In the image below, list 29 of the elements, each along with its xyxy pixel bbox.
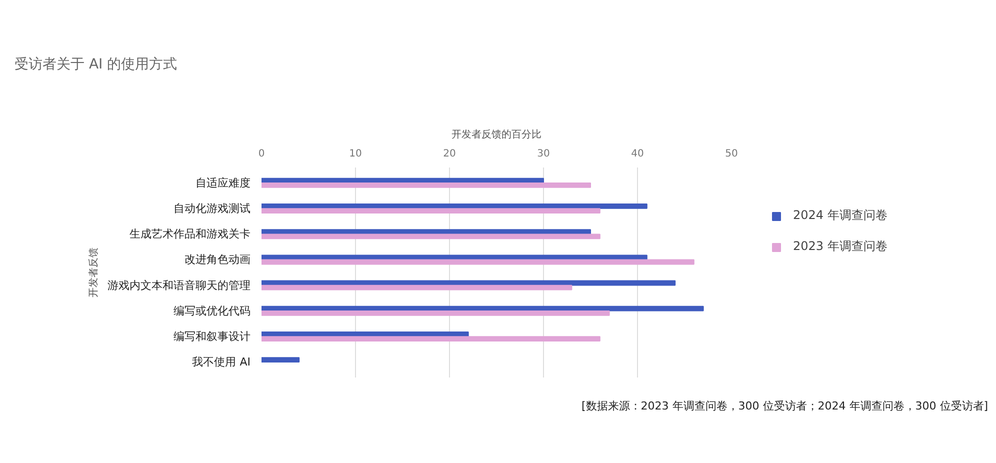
x-axis-title: 开发者反馈的百分比: [452, 128, 542, 140]
y-tick-label: 自动化游戏测试: [174, 202, 250, 215]
bar: [262, 208, 600, 214]
bar: [262, 357, 300, 363]
y-axis-title: 开发者反馈: [88, 248, 100, 298]
x-tick-label: 50: [725, 148, 738, 160]
x-tick-label: 20: [443, 148, 456, 160]
legend-label: 2023 年调查问卷: [793, 238, 888, 255]
y-tick-label: 编写或优化代码: [174, 304, 250, 318]
y-tick-label: 改进角色动画: [184, 253, 250, 266]
text: [数据来源：2023 年调查问卷，300 位受访者；2024 年调查问卷，300 位受访者]: [582, 400, 988, 412]
bar: [262, 234, 600, 240]
x-tick-label: 10: [349, 148, 362, 160]
bar: [262, 310, 610, 316]
x-tick-label: 40: [631, 148, 644, 160]
bar: [262, 182, 591, 188]
y-tick-label: 生成艺术作品和游戏关卡: [130, 228, 250, 241]
bar: [262, 259, 694, 265]
y-tick-label: 自适应难度: [196, 176, 250, 190]
y-tick-label: 我不使用 AI: [192, 356, 250, 369]
legend-label: 2024 年调查问卷: [793, 207, 888, 224]
y-tick-label: 游戏内文本和语音聊天的管理: [108, 278, 250, 292]
bar: [262, 284, 572, 290]
bar: [262, 336, 600, 342]
bar: [262, 254, 648, 260]
text: 受访者关于 AI 的使用方式: [14, 56, 178, 72]
x-tick-label: 30: [537, 148, 550, 160]
y-tick-label: 编写和叙事设计: [174, 330, 250, 344]
x-tick-label: 0: [258, 148, 265, 160]
